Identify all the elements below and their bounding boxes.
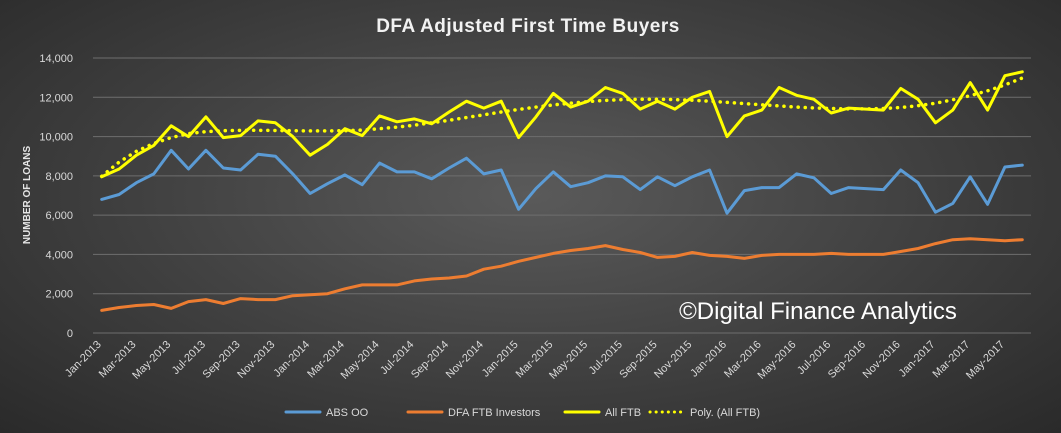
x-tick-label: May-2013 (130, 339, 173, 382)
series-line-poly-all-ftb (99, 76, 1025, 179)
y-tick-label: 12,000 (39, 92, 73, 104)
watermark: ©Digital Finance Analytics (679, 298, 957, 325)
y-tick-label: 14,000 (39, 53, 73, 65)
legend-label: All FTB (605, 407, 641, 419)
x-tick-label: May-2017 (964, 339, 1007, 382)
x-tick-label: Nov-2013 (235, 339, 277, 381)
y-tick-label: 4,000 (45, 249, 73, 261)
series-line-all-ftb (100, 70, 1024, 179)
y-tick-label: 2,000 (45, 289, 73, 301)
x-tick-label: May-2016 (756, 339, 799, 382)
x-tick-label: Nov-2016 (861, 339, 903, 381)
chart-title: DFA Adjusted First Time Buyers (376, 16, 680, 37)
legend-label: DFA FTB Investors (448, 407, 541, 419)
x-tick-label: May-2015 (547, 339, 590, 382)
y-axis-ticks: 0 2,000 4,000 6,000 8,000 10,000 12,000 14,000 (39, 53, 73, 340)
x-tick-label: Nov-2015 (652, 339, 694, 381)
series-lines (99, 70, 1025, 312)
legend-label: Poly. (All FTB) (690, 407, 760, 419)
y-axis-label: NUMBER OF LOANS (22, 146, 33, 245)
series-line-dfa-ftb-investors (100, 237, 1024, 312)
legend-label: ABS OO (326, 407, 369, 419)
x-tick-label: May-2014 (339, 339, 382, 382)
y-tick-label: 0 (67, 328, 73, 340)
x-axis-ticks: Jan-2013Mar-2013May-2013Jul-2013Sep-2013… (63, 339, 1007, 382)
y-tick-label: 10,000 (39, 132, 73, 144)
y-tick-label: 8,000 (45, 171, 73, 183)
series-line-abs-oo (100, 148, 1024, 215)
legend: ABS OO DFA FTB Investors All FTB Poly. (All… (284, 407, 760, 419)
gridlines (93, 57, 1031, 334)
y-tick-label: 6,000 (45, 210, 73, 222)
x-tick-label: Nov-2014 (444, 339, 486, 381)
